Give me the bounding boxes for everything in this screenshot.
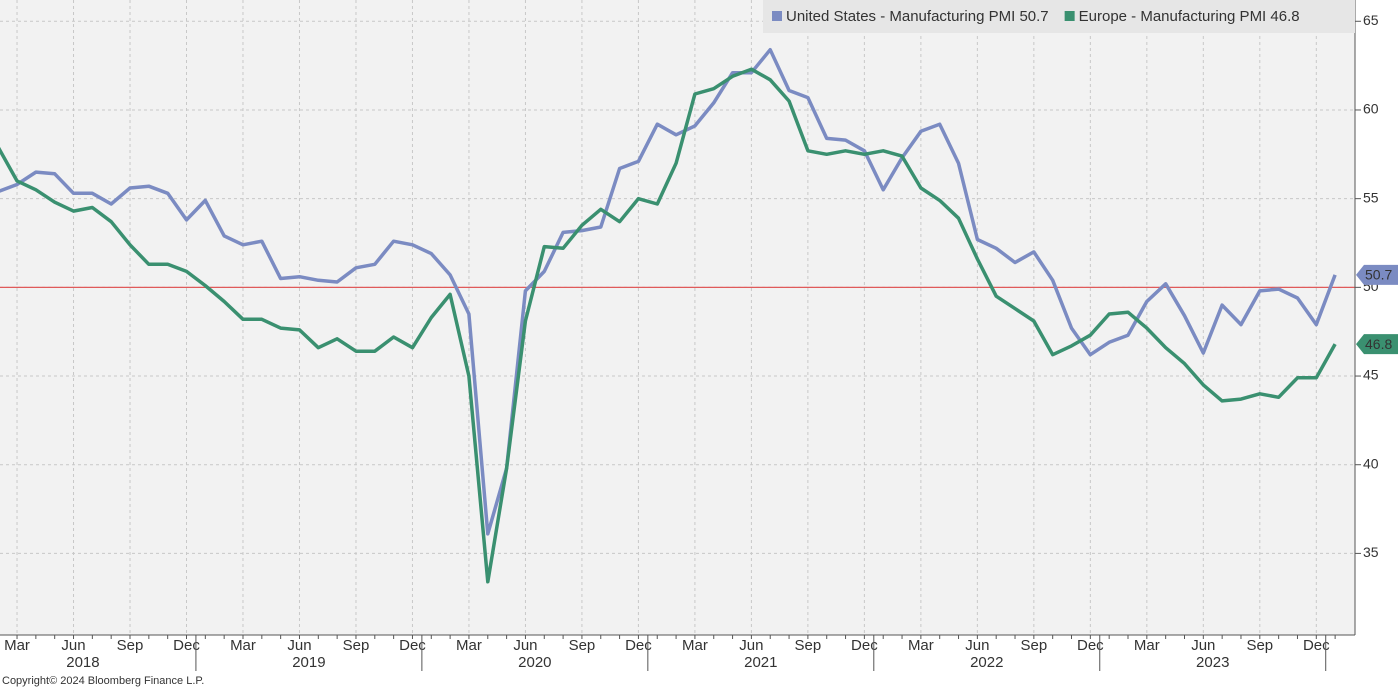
x-tick-label: Jun [513,637,537,654]
x-tick-label: Mar [4,637,30,654]
x-tick-label: Jun [965,637,989,654]
legend-label: United States - Manufacturing PMI 50.7 [786,8,1049,25]
x-tick-label: Sep [343,637,370,654]
x-tick-label: Jun [739,637,763,654]
x-tick-label: Sep [1020,637,1047,654]
y-tick-label: 55 [1363,189,1379,205]
x-tick-label: Sep [795,637,822,654]
year-label: 2018 [66,654,99,671]
year-label: 2020 [518,654,551,671]
value-tag-label: 50.7 [1365,267,1392,283]
year-label: 2019 [292,654,325,671]
value-tag-label: 46.8 [1365,336,1392,352]
x-tick-label: Sep [1246,637,1273,654]
y-tick-label: 60 [1363,101,1379,117]
x-tick-label: Mar [908,637,934,654]
x-tick-label: Dec [851,637,878,654]
x-tick-label: Dec [625,637,652,654]
x-tick-label: Sep [117,637,144,654]
x-tick-label: Mar [1134,637,1160,654]
x-tick-label: Dec [399,637,426,654]
source: Copyright© 2024 Bloomberg Finance L.P. [2,675,204,687]
x-tick-label: Mar [682,637,708,654]
x-tick-label: Sep [569,637,596,654]
legend-swatch [1064,11,1075,21]
series-line [0,67,1337,584]
x-tick-label: Dec [173,637,200,654]
year-label: 2023 [1196,654,1229,671]
x-tick-label: Mar [456,637,482,654]
year-label: 2021 [744,654,777,671]
series-line [0,47,1337,536]
x-tick-label: Dec [1077,637,1104,654]
year-label: 2022 [970,654,1003,671]
x-tick-label: Jun [287,637,311,654]
legend-label: Europe - Manufacturing PMI 46.8 [1079,8,1300,25]
y-tick-label: 45 [1363,367,1379,383]
value-tag [1356,264,1398,285]
x-tick-label: Jun [61,637,85,654]
x-tick-label: Mar [230,637,256,654]
legend-box [763,0,1355,33]
legend-swatch [772,11,782,21]
x-tick-label: Dec [1303,637,1330,654]
x-tick-label: Jun [1191,637,1215,654]
value-tag [1356,334,1398,355]
y-tick-label: 65 [1363,12,1379,28]
plot-area [0,0,1355,635]
y-tick-label: 40 [1363,455,1379,471]
y-tick-label: 35 [1363,544,1379,560]
